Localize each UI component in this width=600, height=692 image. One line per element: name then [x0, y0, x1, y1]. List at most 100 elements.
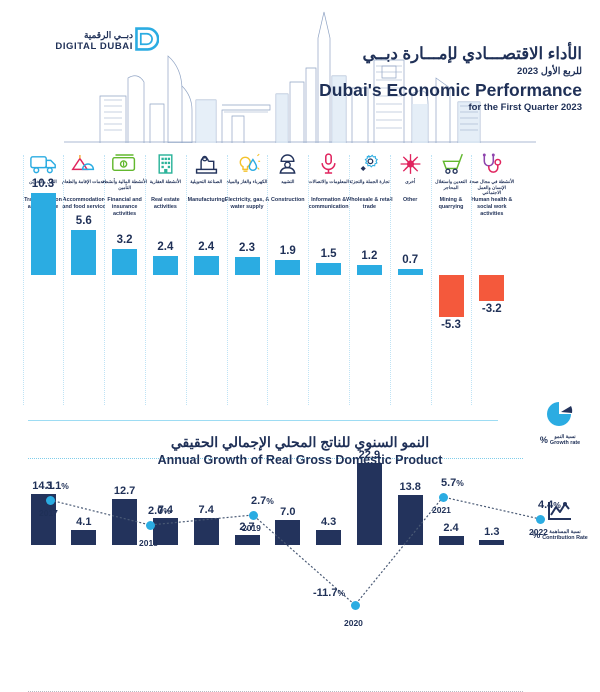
contribution-bar — [479, 540, 505, 545]
sector-label-ar: المعلومات والاتصالات — [308, 179, 349, 184]
contribution-bar — [316, 529, 342, 545]
gdp-section: النمو السنوي للناتج المحلي الإجمالي الحق… — [0, 418, 600, 644]
contribution-value: 4.3 — [320, 515, 337, 528]
sector-column: الأنشطة العقارية Real estate activities — [142, 145, 189, 211]
page-header: دبــي الرقمية DIGITAL DUBAI الأداء الاقت… — [0, 0, 600, 145]
title-english: Dubai's Economic Performance — [319, 80, 582, 100]
growth-value: 2.4 — [198, 240, 215, 253]
sector-label-ar: النقل والتخزين — [29, 179, 57, 184]
digital-dubai-logo: دبــي الرقمية DIGITAL DUBAI — [18, 27, 159, 52]
worker-icon — [264, 149, 311, 179]
column-separator — [63, 155, 65, 405]
dubai-skyline-illustration — [64, 11, 536, 143]
gdp-line-path — [49, 496, 541, 606]
sector-label-ar: أخرى — [405, 179, 416, 184]
growth-value: -3.2 — [481, 302, 502, 315]
growth-value: 10.3 — [31, 177, 55, 190]
column-separator — [308, 155, 310, 405]
contribution-value: 2.4 — [443, 522, 459, 535]
growth-value: 3.2 — [116, 234, 133, 247]
contribution-bar — [234, 535, 260, 545]
microphone-icon — [305, 149, 352, 179]
growth-bar — [356, 265, 382, 275]
gdp-data-point — [350, 600, 360, 610]
column-separator — [22, 155, 24, 405]
gdp-trend-line — [49, 496, 541, 606]
contribution-bar — [438, 536, 464, 545]
contribution-value: 22.9 — [358, 448, 381, 461]
legend-contribution-en: Contribution Rate — [542, 535, 588, 541]
hotel-bed-icon — [60, 149, 107, 179]
contribution-bar — [356, 462, 382, 545]
column-separator — [267, 155, 269, 405]
contribution-bar — [193, 518, 219, 545]
sector-label-en: Mining & quarrying — [438, 197, 464, 211]
gdp-point-value: 5.7% — [441, 477, 464, 489]
growth-value: 2.4 — [157, 240, 174, 253]
sector-column: الأنشطة المالية وأنشطة التأمين Financial … — [101, 145, 148, 218]
contribution-bar — [152, 518, 178, 545]
gdp-data-point — [248, 510, 258, 520]
bulb-water-icon — [224, 149, 271, 179]
column-separator — [226, 155, 228, 405]
sector-label-ar: تجارة الجملة والتجزئة — [349, 179, 390, 184]
sector-label-en: Other — [402, 197, 418, 203]
virus-icon — [387, 149, 434, 179]
legend-growth-en: Growth rate — [549, 440, 581, 446]
legend-contribution-rate: % نسبة المساهمة Contribution Rate — [524, 500, 596, 541]
contribution-value: 7.0 — [280, 505, 296, 518]
growth-percent-symbol: % — [539, 435, 548, 445]
sector-label-en: Wholesale & retail trade — [346, 197, 393, 211]
contribution-percent-symbol: % — [532, 530, 541, 540]
growth-bar — [316, 263, 342, 275]
sector-label-en: Manufacturing — [187, 197, 225, 203]
sector-performance-panel: النقل والتخزينTransportation and storage… — [0, 145, 600, 692]
contribution-value: 4.1 — [76, 516, 92, 529]
sector-column: الأنشطة في مجال صحة الإنسان والعمل الاجت… — [468, 145, 515, 218]
growth-value: 1.9 — [279, 244, 296, 257]
gdp-point-year: 2018 — [139, 538, 158, 548]
sector-column: التعدين واستغلال المحاجر Mining & quarryi… — [428, 145, 475, 211]
pie-chart-icon — [547, 402, 573, 426]
sector-column: الصناعة التحويلية Manufacturing — [183, 145, 230, 204]
legend-growth-rate: % نسبة النمو Growth rate — [524, 401, 596, 446]
mining-cart-icon — [428, 149, 475, 179]
building-icon — [142, 149, 189, 179]
sector-label-en: Financial and insurance activities — [107, 197, 142, 218]
subtitle-arabic: للربع الأول 2023 — [517, 66, 582, 77]
growth-bar — [275, 259, 301, 275]
column-separator — [430, 155, 432, 405]
section-divider — [28, 458, 523, 459]
sector-label-en: Construction — [271, 197, 305, 203]
growth-bar — [438, 275, 464, 318]
contribution-value: 7.4 — [157, 504, 174, 517]
growth-zero-axis — [28, 420, 498, 421]
growth-bar — [30, 192, 56, 275]
contribution-bar — [275, 519, 301, 545]
gdp-point-year: 2019 — [242, 523, 261, 533]
gdp-point-value: 4.4% — [538, 499, 561, 511]
contribution-value: 7.4 — [198, 504, 214, 517]
legend-contribution-ar: نسبة المساهمة — [549, 529, 581, 535]
contribution-value: 1.3 — [484, 526, 500, 539]
legend-growth-ar: نسبة النمو — [554, 434, 576, 440]
sector-label-en: Accommodation and food service — [62, 197, 106, 211]
contribution-bar — [71, 530, 97, 545]
growth-bar — [479, 275, 505, 301]
gdp-data-point — [535, 514, 545, 524]
gdp-line-chart: 3.1% 2017 2.0% 2018 2.7% 2019 -11.7% 2020 5.7% 20… — [0, 477, 600, 637]
gdp-data-point — [45, 495, 55, 505]
sector-label-ar: التشييد — [281, 179, 295, 184]
column-separator — [389, 155, 391, 405]
gdp-data-point — [438, 492, 448, 502]
contribution-value: 14.1 — [32, 480, 54, 493]
money-card-icon — [101, 149, 148, 179]
growth-bar — [397, 269, 423, 275]
contribution-bar — [112, 499, 138, 545]
gdp-point-value: 2.0% — [148, 505, 171, 517]
column-separator — [145, 155, 146, 405]
gdp-point-value: -11.7% — [313, 587, 346, 599]
gdp-point-year: 2017 — [39, 508, 58, 518]
sector-column: التشييد Construction — [264, 145, 311, 204]
gdp-point-value: 2.7% — [251, 495, 274, 507]
